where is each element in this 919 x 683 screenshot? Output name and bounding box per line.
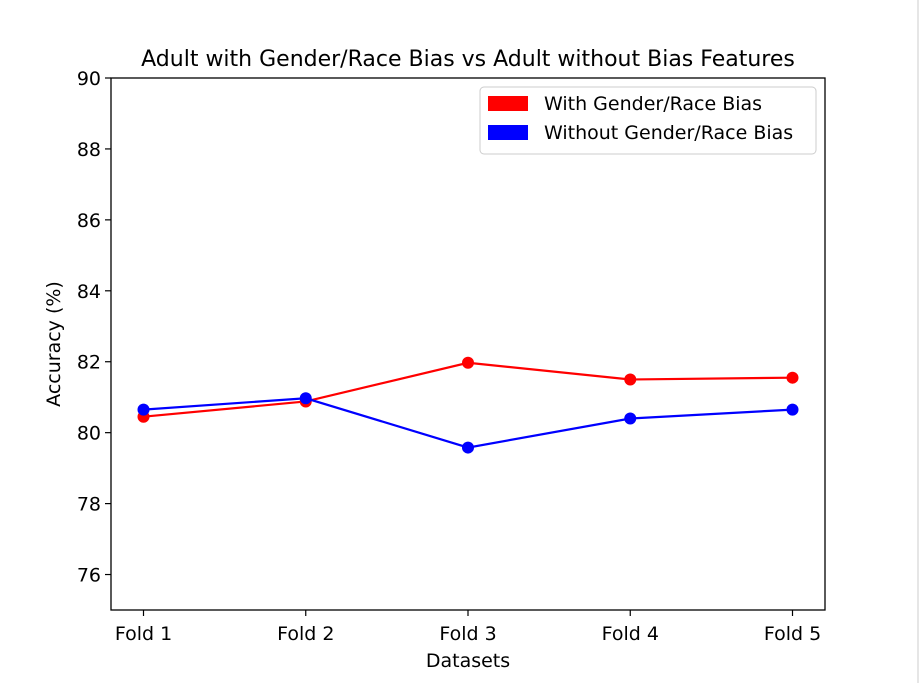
data-point — [462, 356, 474, 369]
series-line — [143, 361, 793, 418]
data-point — [786, 403, 799, 416]
axes-frame — [110, 77, 826, 611]
x-axis: Fold 1 Fold 2 Fold 3 Fold 4 Fold 5 — [115, 610, 821, 645]
x-tick-label: Fold 2 — [277, 623, 334, 645]
legend-swatch — [488, 96, 528, 111]
data-point — [786, 371, 799, 384]
y-tick-label: 86 — [77, 210, 101, 232]
y-axis: 76 78 80 82 84 86 88 90 — [77, 68, 111, 587]
y-tick-label: 90 — [77, 68, 101, 90]
legend: With Gender/Race Bias Without Gender/Race… — [479, 86, 817, 155]
y-axis-label: Accuracy (%) — [43, 281, 65, 407]
y-tick-label: 82 — [77, 352, 101, 374]
y-tick-label: 88 — [77, 139, 101, 161]
data-point — [299, 392, 312, 405]
legend-box — [479, 86, 817, 155]
y-tick-label: 80 — [77, 423, 101, 445]
series-line — [143, 397, 793, 449]
x-tick-label: Fold 3 — [439, 623, 496, 645]
x-axis-label: Datasets — [426, 650, 510, 672]
data-point — [624, 412, 637, 425]
legend-label: With Gender/Race Bias — [544, 93, 762, 115]
x-tick-label: Fold 4 — [602, 623, 659, 645]
x-tick-label: Fold 1 — [115, 623, 172, 645]
data-point — [624, 373, 637, 386]
x-tick-label: Fold 5 — [764, 623, 821, 645]
chart-title: Adult with Gender/Race Bias vs Adult wit… — [141, 47, 795, 72]
plot-area — [137, 356, 799, 454]
legend-swatch — [488, 125, 528, 140]
data-point — [137, 403, 150, 416]
data-point — [462, 441, 474, 454]
y-tick-label: 78 — [77, 494, 101, 516]
image-edge — [917, 0, 919, 683]
y-tick-label: 84 — [77, 281, 101, 303]
legend-label: Without Gender/Race Bias — [544, 122, 793, 144]
y-tick-label: 76 — [77, 565, 101, 587]
